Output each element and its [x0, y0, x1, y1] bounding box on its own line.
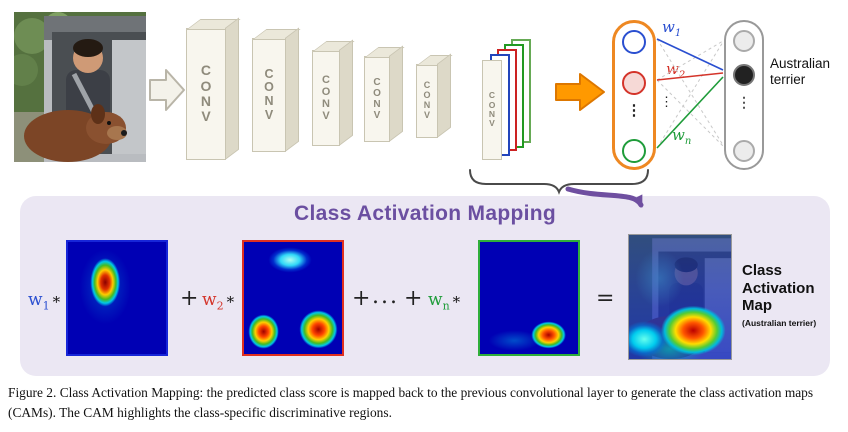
term-w2-symbol: w: [202, 290, 217, 310]
term-wn-subscript: n: [442, 299, 450, 313]
conv-block-4: CONV: [364, 56, 390, 142]
output-unit-bottom: [733, 140, 755, 162]
conv-block-1: CONV: [186, 28, 226, 160]
conv-label: CONV: [423, 80, 431, 120]
plus-operator-1: +: [180, 286, 199, 311]
term-w1-subscript: 1: [42, 299, 50, 313]
output-units-column: ⋮: [724, 20, 764, 170]
w2-subscript: 2: [678, 70, 686, 81]
gap-unit-red: [622, 71, 646, 95]
conv-label: CONV: [200, 62, 212, 125]
equals-operator: =: [596, 286, 615, 311]
cam-result-sublabel: (Australian terrier): [742, 318, 817, 328]
term-w1: w1 *: [28, 290, 61, 313]
ellipsis-operator: ...: [372, 284, 399, 309]
activation-map-n: [478, 240, 580, 356]
weight-label-w2: w2: [666, 62, 685, 81]
w2-symbol: w: [666, 60, 679, 78]
w1-subscript: 1: [674, 28, 682, 39]
gap-units-ellipsis: ⋮: [626, 102, 642, 119]
weights-ellipsis: ⋮: [660, 95, 673, 110]
output-unit-top: [733, 30, 755, 52]
gap-units-column: ⋮: [612, 20, 656, 170]
activation-map-2: [242, 240, 344, 356]
conv-block-final: CONV: [482, 60, 502, 160]
term-w2-subscript: 2: [216, 299, 224, 313]
gap-unit-green: [622, 139, 646, 163]
w1-symbol: w: [662, 18, 675, 36]
feature-maps-brace: [469, 169, 649, 195]
term-wn: wn *: [428, 290, 461, 313]
wn-subscript: n: [684, 136, 692, 147]
cam-heat-overlay: [629, 235, 731, 359]
plus-operator-3: +: [404, 286, 423, 311]
input-arrow-icon: [149, 69, 185, 111]
conv-label: CONV: [321, 73, 331, 123]
conv-block-2: CONV: [252, 38, 286, 152]
multiply-operator: *: [52, 293, 61, 311]
output-units-ellipsis: ⋮: [737, 94, 751, 110]
term-w1-symbol: w: [28, 290, 43, 310]
term-wn-symbol: w: [428, 290, 443, 310]
predicted-class-label: Australian terrier: [770, 56, 831, 88]
multiply-operator: *: [226, 293, 235, 311]
cam-panel-title: Class Activation Mapping: [294, 202, 556, 225]
conv-label: CONV: [264, 66, 274, 122]
class-activation-map-image: [628, 234, 732, 360]
weight-label-w1: w1: [662, 20, 681, 39]
input-photo: [14, 12, 146, 162]
multiply-operator: *: [452, 293, 461, 311]
dog-figure: [24, 104, 127, 162]
wn-symbol: w: [672, 126, 685, 144]
output-unit-predicted: [733, 64, 755, 86]
conv-block-3: CONV: [312, 50, 340, 146]
term-w2: w2 *: [202, 290, 235, 313]
conv-label: CONV: [488, 90, 496, 129]
gap-unit-blue: [622, 30, 646, 54]
conv-block-5: CONV: [416, 64, 438, 138]
figure-caption: Figure 2. Class Activation Mapping: the …: [8, 385, 814, 421]
weight-label-wn: wn: [672, 128, 691, 147]
cam-result-label: Class Activation Map: [742, 262, 815, 315]
conv-label: CONV: [373, 77, 381, 121]
plus-operator-2: +: [352, 286, 371, 311]
activation-map-1: [66, 240, 168, 356]
input-photo-illustration: [14, 12, 146, 162]
gap-label: GAP: [557, 85, 580, 96]
